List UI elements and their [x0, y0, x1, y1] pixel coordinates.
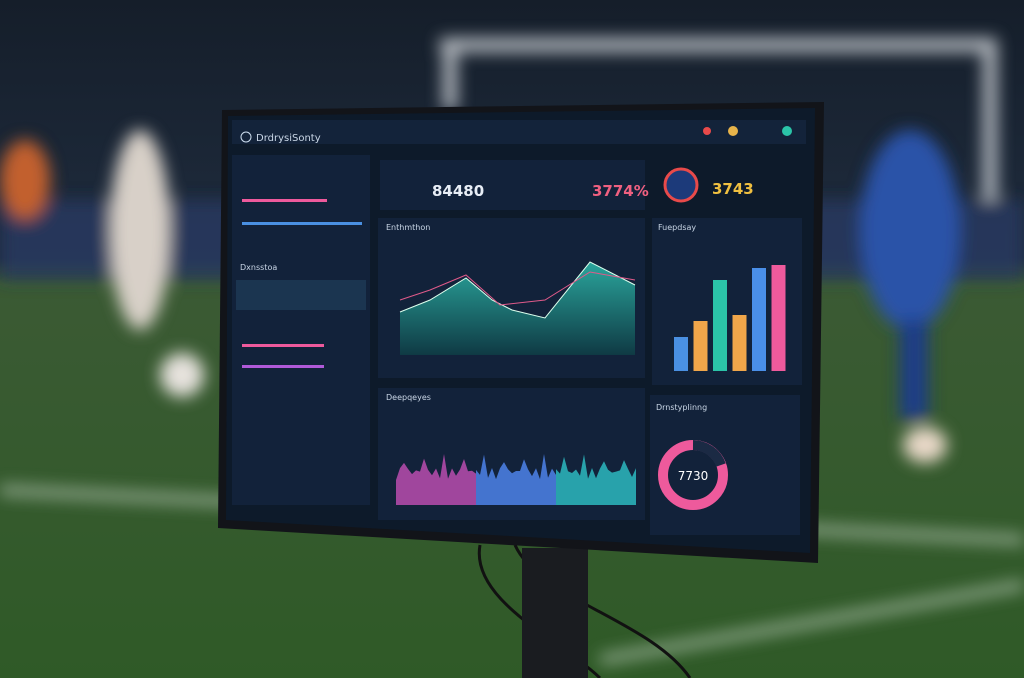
bar	[713, 280, 727, 371]
donut-gap	[692, 440, 726, 467]
progress	[242, 344, 324, 347]
panel-title: Dxnsstoa	[240, 263, 277, 272]
highlight-row	[236, 280, 366, 310]
panel-title: Fuepdsay	[658, 223, 696, 232]
bar	[771, 265, 786, 371]
progress	[242, 199, 327, 202]
left-panel	[232, 155, 370, 505]
team-badge	[663, 167, 699, 203]
panel-title: Enthmthon	[386, 223, 430, 232]
spike-area	[556, 454, 636, 505]
area	[400, 262, 635, 355]
bar	[674, 337, 688, 371]
panel-title: Drnstyplinng	[656, 403, 707, 412]
icon	[703, 127, 711, 135]
stand	[522, 548, 588, 678]
stat: 3743	[712, 180, 754, 198]
progress	[242, 222, 362, 225]
icon	[782, 126, 792, 136]
line	[399, 271, 636, 306]
spike-chart	[396, 454, 636, 505]
bar	[752, 268, 766, 371]
panel-title: Deepqeyes	[386, 393, 431, 402]
brand: DrdrysiSonty	[256, 133, 321, 144]
bar	[732, 315, 747, 371]
icon	[728, 126, 738, 136]
logo	[240, 131, 252, 143]
stat: 3774%	[592, 182, 649, 200]
stat: 84480	[432, 182, 484, 200]
spike-area	[476, 454, 556, 505]
bar	[693, 321, 708, 371]
stats-panel	[380, 160, 645, 210]
spike-area	[396, 454, 476, 505]
donut-value: 7730	[678, 469, 709, 483]
progress	[242, 365, 324, 368]
